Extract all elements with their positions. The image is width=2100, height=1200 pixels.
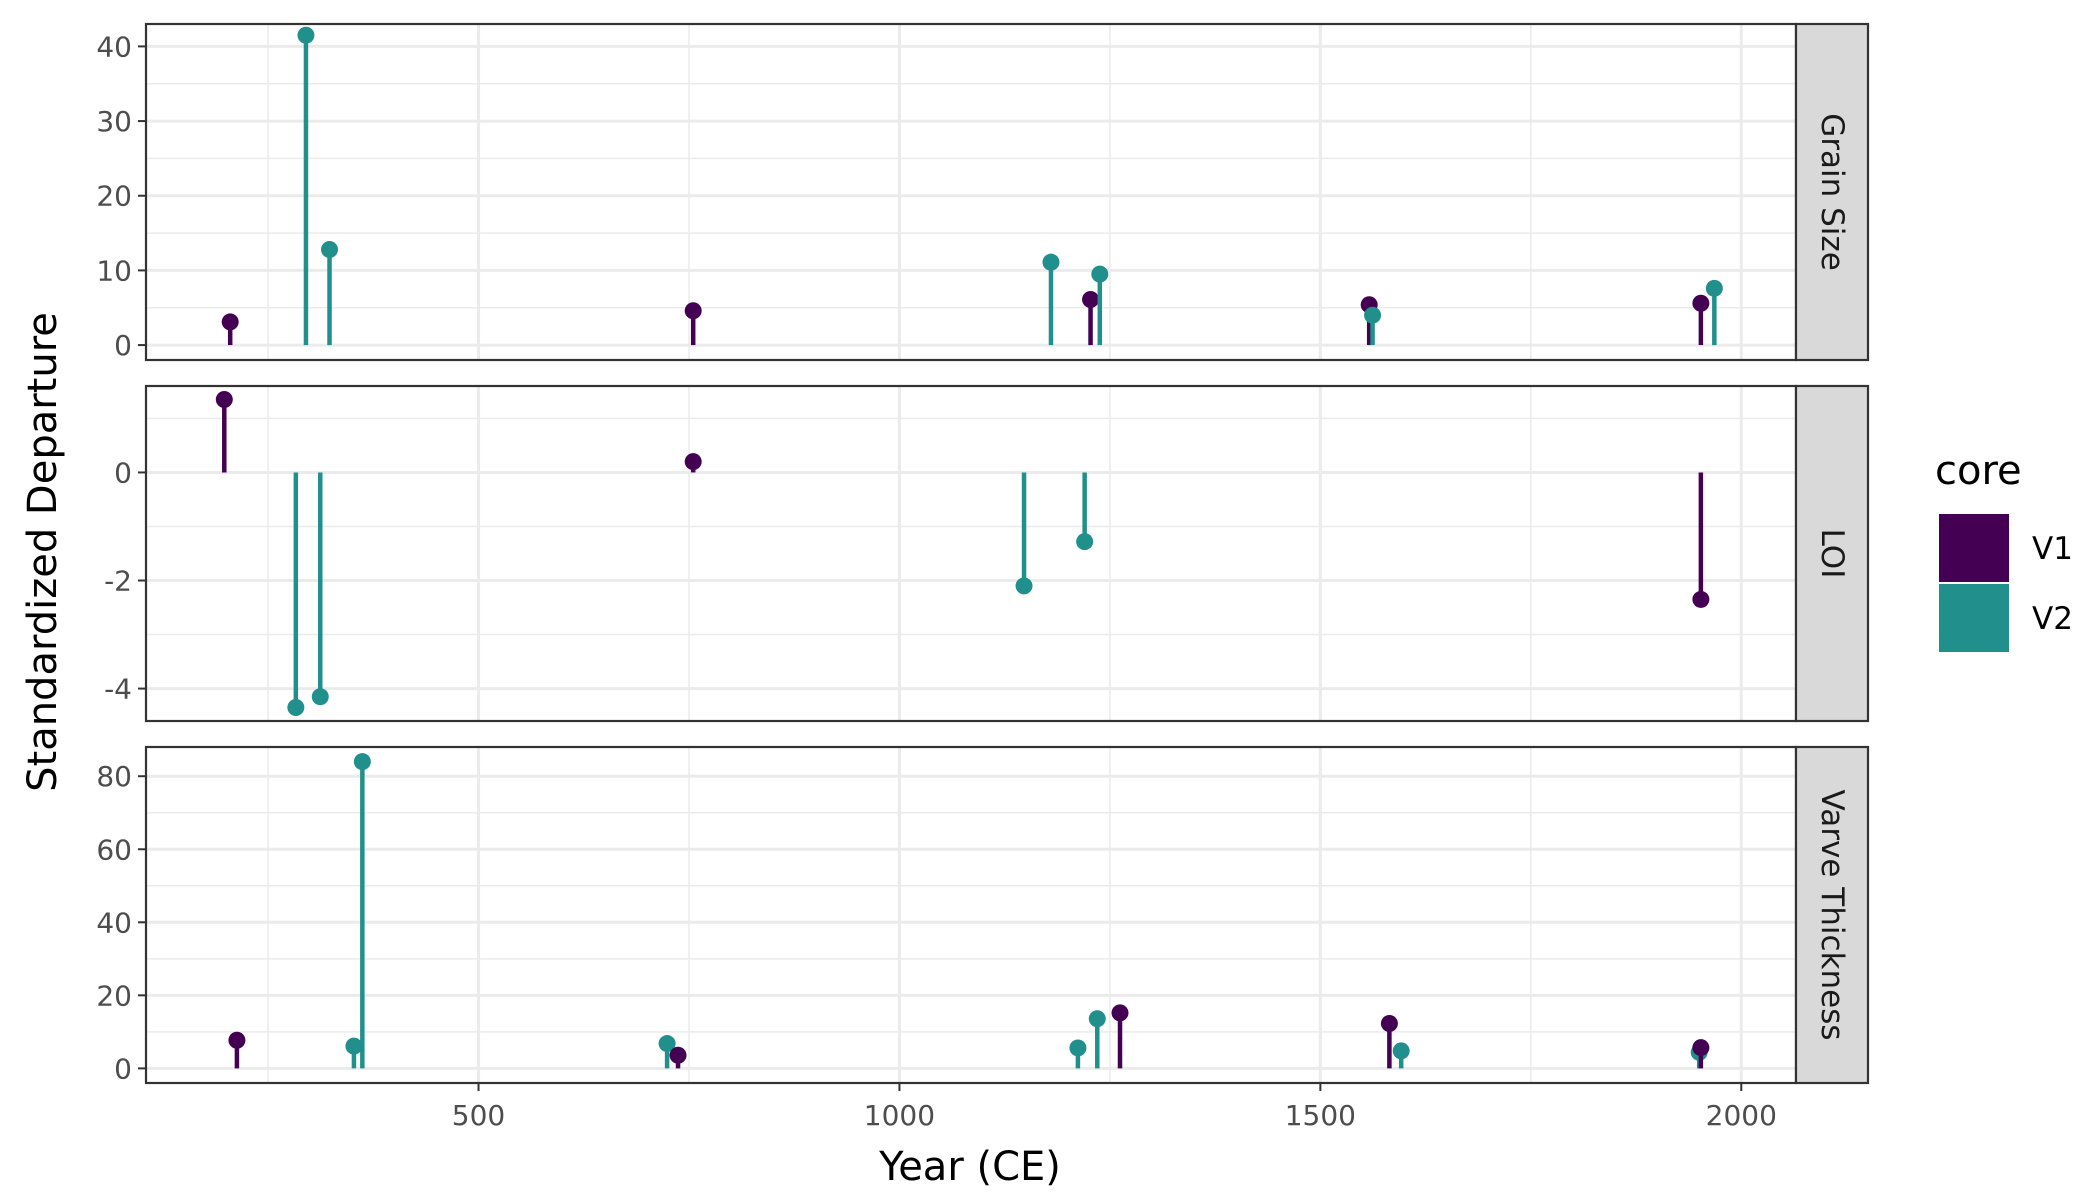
panels: 0 10 20 30 40 Grain Size -4 -2 0 LOI 0 20 40 60 80 Varv…: [96, 22, 1870, 1085]
lollipop-point-v2: [297, 26, 315, 44]
lollipop-point-v1: [1380, 1014, 1398, 1032]
legend-label-v1: V1: [2032, 531, 2073, 567]
lollipop-point-v2: [1091, 265, 1109, 283]
panel-background: [146, 747, 1796, 1083]
y-tick-label: 30: [96, 105, 132, 138]
lollipop-point-v2: [1088, 1010, 1106, 1028]
lollipop-point-v1: [684, 453, 702, 471]
lollipop-point-v1: [684, 302, 702, 320]
facet-strip-label: Varve Thickness: [1814, 789, 1850, 1040]
lollipop-point-v1: [228, 1031, 246, 1049]
legend-key-v2: [1937, 582, 2011, 654]
lollipop-point-v2: [353, 753, 371, 771]
facet-strip: [1794, 745, 1870, 1085]
panel-loi: -4 -2 0 LOI: [104, 384, 1870, 723]
panel-varve-thickness: 0 20 40 60 80 Varve Thickness: [96, 745, 1870, 1085]
y-tick-label: 80: [96, 760, 132, 793]
panel-grain-size: 0 10 20 30 40 Grain Size: [96, 22, 1870, 362]
y-tick-label: 20: [96, 979, 132, 1012]
lollipop-point-v1: [221, 313, 239, 331]
facet-strip-label: LOI: [1814, 529, 1850, 579]
legend-title: core: [1935, 448, 2022, 494]
panel-background: [146, 386, 1796, 721]
facet-strip: [1794, 22, 1870, 362]
lollipop-point-v2: [1042, 253, 1060, 271]
y-tick-label: -4: [104, 673, 132, 706]
x-axis: 500 1000 1500 2000: [452, 1083, 1777, 1132]
lollipop-point-v1: [1692, 294, 1710, 312]
x-tick-label: 1000: [864, 1099, 935, 1132]
lollipop-point-v1: [1692, 1039, 1710, 1057]
y-tick-label: 10: [96, 254, 132, 287]
y-tick-label: 0: [114, 329, 132, 362]
y-tick-label: 60: [96, 833, 132, 866]
y-tick-label: 40: [96, 30, 132, 63]
lollipop-point-v2: [345, 1037, 363, 1055]
x-tick-label: 500: [452, 1099, 505, 1132]
y-tick-label: -2: [104, 565, 132, 598]
lollipop-point-v2: [658, 1035, 676, 1053]
x-tick-label: 2000: [1706, 1099, 1777, 1132]
legend-label-v2: V2: [2032, 601, 2073, 637]
lollipop-point-v1: [669, 1046, 687, 1064]
lollipop-point-v2: [1364, 306, 1382, 324]
y-axis-title: Standardized Departure: [20, 312, 66, 792]
y-tick-label: 0: [114, 456, 132, 489]
facet-strip: [1794, 384, 1870, 723]
legend-key-v1: [1937, 512, 2011, 584]
lollipop-point-v2: [1392, 1042, 1410, 1060]
lollipop-point-v2: [1069, 1039, 1087, 1057]
lollipop-point-v2: [1705, 279, 1723, 297]
x-axis-title: Year (CE): [878, 1144, 1061, 1190]
lollipop-point-v1: [1111, 1004, 1129, 1022]
lollipop-point-v1: [215, 391, 233, 409]
facet-strip-label: Grain Size: [1814, 113, 1850, 271]
lollipop-point-v1: [1082, 291, 1100, 309]
lollipop-point-v2: [1076, 533, 1094, 551]
lollipop-point-v2: [311, 688, 329, 706]
lollipop-point-v2: [287, 698, 305, 716]
y-tick-label: 20: [96, 180, 132, 213]
y-tick-label: 0: [114, 1052, 132, 1085]
lollipop-point-v2: [321, 240, 339, 258]
lollipop-point-v2: [1015, 577, 1033, 595]
y-tick-label: 40: [96, 906, 132, 939]
x-tick-label: 1500: [1285, 1099, 1356, 1132]
legend: core V1 V2: [1935, 448, 2073, 654]
panel-background: [146, 24, 1796, 360]
lollipop-point-v1: [1692, 590, 1710, 608]
